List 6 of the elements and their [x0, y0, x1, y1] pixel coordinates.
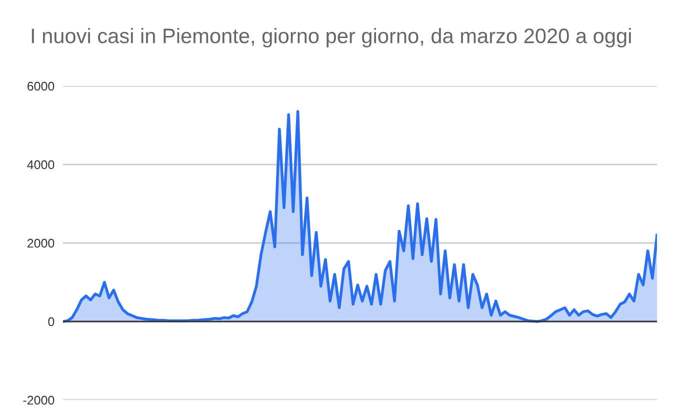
- y-tick-label: 2000: [27, 238, 54, 248]
- y-tick-label: 4000: [27, 160, 54, 170]
- y-tick-label: 6000: [27, 82, 54, 91]
- y-tick-label: 0: [48, 317, 54, 326]
- y-tick-label: -2000: [23, 396, 54, 405]
- chart-title: I nuovi casi in Piemonte, giorno per giorno, da marzo 2020 a oggi: [32, 28, 631, 48]
